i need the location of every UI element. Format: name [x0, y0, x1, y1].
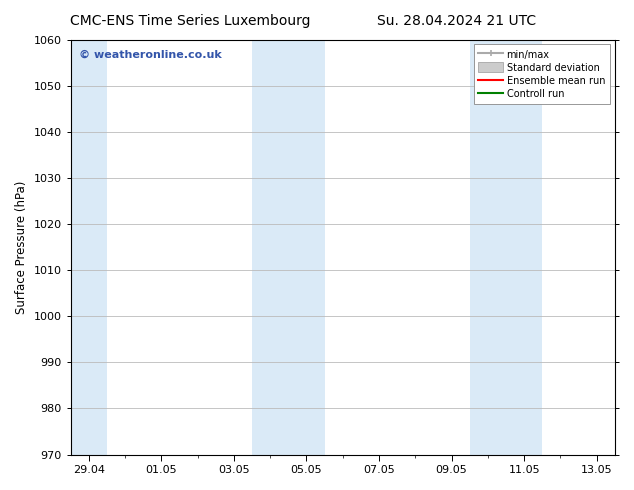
Text: CMC-ENS Time Series Luxembourg: CMC-ENS Time Series Luxembourg: [70, 14, 311, 28]
Y-axis label: Surface Pressure (hPa): Surface Pressure (hPa): [15, 180, 28, 314]
Bar: [470, 40, 542, 455]
Legend: min/max, Standard deviation, Ensemble mean run, Controll run: min/max, Standard deviation, Ensemble me…: [474, 45, 610, 104]
Text: Su. 28.04.2024 21 UTC: Su. 28.04.2024 21 UTC: [377, 14, 536, 28]
Bar: [71, 40, 107, 455]
Bar: [252, 40, 325, 455]
Text: © weatheronline.co.uk: © weatheronline.co.uk: [79, 50, 222, 60]
